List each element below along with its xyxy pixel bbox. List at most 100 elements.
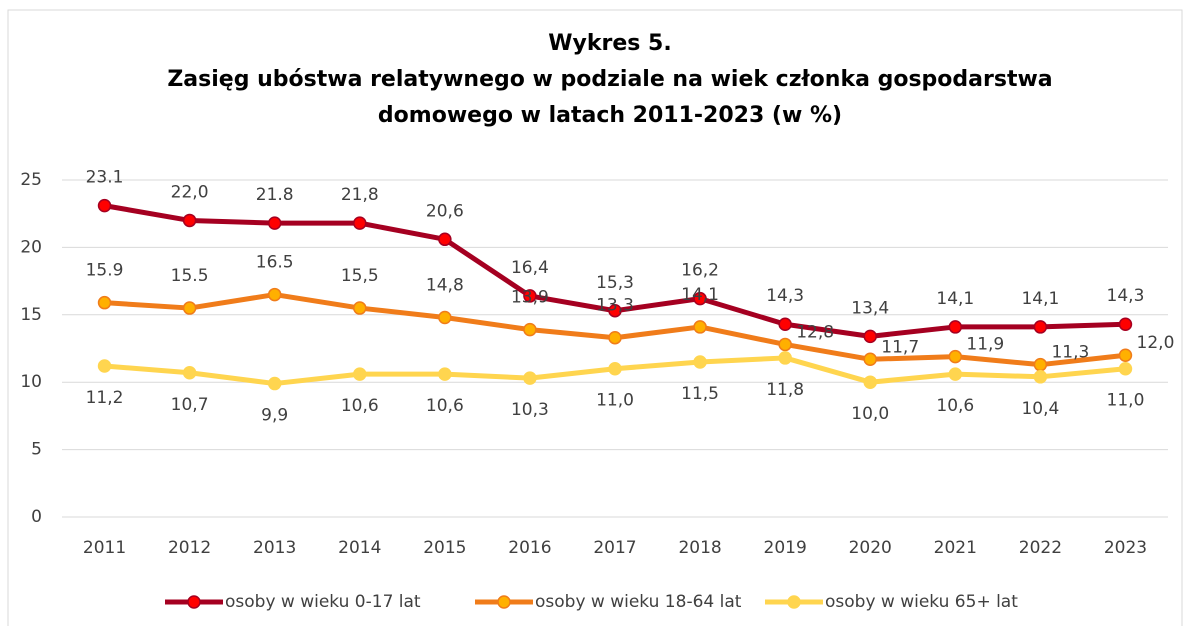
y-tick-label: 25 <box>20 170 42 190</box>
chart-title: Wykres 5. <box>548 31 671 56</box>
x-tick-label: 2019 <box>764 538 807 558</box>
data-label: 21.8 <box>256 185 294 205</box>
legend-marker <box>787 595 801 609</box>
x-tick-label: 2013 <box>253 538 296 558</box>
point-marker <box>863 352 877 367</box>
point-marker <box>97 359 112 373</box>
data-label: 11,0 <box>1107 391 1145 411</box>
data-label: 23.1 <box>86 168 124 188</box>
chart-title: domowego w latach 2011-2023 (w %) <box>378 103 842 128</box>
data-label: 13,9 <box>511 288 549 308</box>
point-marker <box>693 291 707 306</box>
y-tick-label: 10 <box>20 372 42 392</box>
legend-marker <box>497 595 511 609</box>
point-marker <box>267 216 282 230</box>
point-marker <box>182 366 197 380</box>
data-label: 10,6 <box>341 396 379 416</box>
x-tick-label: 2022 <box>1019 538 1062 558</box>
x-tick-label: 2018 <box>678 538 721 558</box>
point-marker <box>778 351 792 365</box>
data-label: 21,8 <box>341 185 379 205</box>
data-label: 10,4 <box>1021 399 1059 419</box>
point-marker <box>523 322 537 337</box>
point-marker <box>693 355 707 369</box>
data-label: 15.9 <box>86 261 124 281</box>
point-marker <box>523 371 537 385</box>
chart-frame <box>7 9 1183 630</box>
data-label: 10,6 <box>936 396 974 416</box>
point-marker <box>438 310 452 325</box>
y-tick-label: 0 <box>31 507 42 527</box>
data-label: 10,3 <box>511 400 549 420</box>
data-label: 10,6 <box>426 396 464 416</box>
y-tick-label: 5 <box>31 440 42 460</box>
data-label: 12,8 <box>796 322 834 342</box>
data-label: 14,1 <box>1021 289 1059 309</box>
y-tick-label: 15 <box>20 305 42 325</box>
point-marker <box>1033 320 1048 334</box>
data-label: 15,5 <box>341 266 379 286</box>
data-label: 15.5 <box>171 266 209 286</box>
data-label: 10,0 <box>851 404 889 424</box>
point-marker <box>863 375 877 389</box>
point-marker <box>97 295 112 310</box>
data-label: 11,2 <box>86 388 124 408</box>
point-marker <box>693 320 707 334</box>
x-tick-label: 2014 <box>338 538 381 558</box>
point-marker <box>608 304 622 318</box>
data-label: 12,0 <box>1137 333 1175 353</box>
data-label: 16.5 <box>256 253 294 273</box>
point-marker <box>353 301 367 315</box>
point-marker <box>863 329 877 344</box>
data-label: 11,0 <box>596 391 634 411</box>
data-label: 14,3 <box>766 286 804 306</box>
data-label: 11,7 <box>881 337 919 357</box>
point-marker <box>608 361 622 376</box>
data-label: 14,1 <box>681 285 719 305</box>
point-marker <box>438 367 452 381</box>
data-label: 9,9 <box>261 406 288 426</box>
point-marker <box>778 317 792 331</box>
x-tick-label: 2021 <box>934 538 977 558</box>
data-label: 22,0 <box>171 182 209 202</box>
legend-marker <box>187 595 201 609</box>
data-label: 13,3 <box>596 296 634 316</box>
data-label: 11,8 <box>766 380 804 400</box>
legend-label: osoby w wieku 0-17 lat <box>225 592 421 612</box>
point-marker <box>1118 348 1133 362</box>
x-tick-label: 2012 <box>168 538 211 558</box>
data-label: 14,1 <box>936 289 974 309</box>
data-label: 16,2 <box>681 261 719 281</box>
legend-label: osoby w wieku 65+ lat <box>825 592 1018 612</box>
data-label: 16,4 <box>511 258 549 278</box>
data-label: 20,6 <box>426 201 464 221</box>
point-marker <box>948 367 963 381</box>
point-marker <box>948 320 963 334</box>
point-marker <box>267 376 282 391</box>
point-marker <box>948 349 963 364</box>
point-marker <box>182 301 197 315</box>
point-marker <box>1033 370 1048 384</box>
x-tick-label: 2020 <box>849 538 892 558</box>
data-label: 14,3 <box>1107 286 1145 306</box>
point-marker <box>778 337 792 352</box>
data-label: 11,5 <box>681 384 719 404</box>
data-label: 13,4 <box>851 298 889 318</box>
data-label: 11,9 <box>966 335 1004 355</box>
x-tick-label: 2017 <box>593 538 636 558</box>
point-marker <box>97 198 112 213</box>
point-marker <box>1118 361 1133 376</box>
x-tick-label: 2023 <box>1104 538 1147 558</box>
x-tick-label: 2011 <box>83 538 126 558</box>
x-tick-label: 2015 <box>423 538 466 558</box>
point-marker <box>1118 317 1133 331</box>
point-marker <box>438 232 452 247</box>
legend-label: osoby w wieku 18-64 lat <box>535 592 742 612</box>
point-marker <box>267 287 282 302</box>
data-label: 10,7 <box>171 395 209 415</box>
data-label: 14,8 <box>426 275 464 295</box>
point-marker <box>608 330 622 345</box>
point-marker <box>523 289 537 303</box>
x-tick-label: 2016 <box>508 538 551 558</box>
point-marker <box>1033 357 1048 372</box>
